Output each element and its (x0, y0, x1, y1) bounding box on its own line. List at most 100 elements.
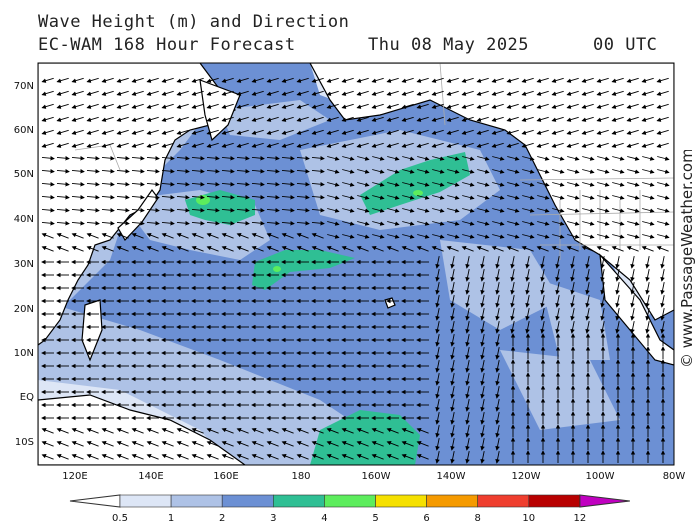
direction-arrow (567, 221, 580, 226)
direction-arrow (495, 308, 500, 321)
direction-arrow (432, 195, 445, 200)
direction-arrow (71, 169, 85, 174)
direction-arrow (41, 169, 55, 174)
direction-arrow (476, 90, 489, 96)
direction-arrow (221, 142, 234, 148)
direction-arrow (311, 90, 324, 96)
direction-arrow (371, 103, 384, 109)
direction-arrow (480, 334, 485, 347)
direction-arrow (492, 169, 505, 174)
direction-arrow (450, 269, 455, 282)
direction-arrow (131, 129, 144, 135)
direction-arrow (341, 103, 354, 109)
direction-arrow (522, 182, 535, 187)
direction-arrow (612, 169, 625, 174)
direction-arrow (326, 103, 339, 109)
lon-label: 120W (512, 471, 541, 482)
direction-arrow (510, 321, 515, 334)
direction-arrow (476, 142, 489, 148)
direction-arrow (477, 156, 490, 161)
lon-label: 140E (138, 471, 163, 482)
direction-arrow (630, 308, 635, 321)
direction-arrow (536, 77, 549, 83)
direction-arrow (581, 77, 594, 83)
direction-arrow (570, 256, 575, 269)
direction-arrow (146, 129, 159, 135)
direction-arrow (450, 334, 455, 347)
direction-arrow (161, 195, 175, 200)
direction-arrow (536, 129, 549, 135)
direction-arrow (450, 295, 455, 308)
direction-arrow (342, 182, 355, 187)
direction-arrow (435, 438, 440, 451)
direction-arrow (570, 282, 575, 295)
direction-arrow (341, 246, 354, 252)
direction-arrow (206, 182, 220, 187)
direction-arrow (656, 129, 669, 135)
direction-arrow (101, 103, 114, 109)
direction-arrow (266, 129, 279, 135)
direction-arrow (372, 169, 385, 174)
direction-arrow (191, 90, 204, 96)
direction-arrow (372, 182, 385, 187)
direction-arrow (146, 221, 160, 226)
direction-arrow (236, 116, 249, 122)
direction-arrow (236, 182, 250, 187)
direction-arrow (401, 441, 414, 447)
direction-arrow (341, 90, 354, 96)
direction-arrow (296, 90, 309, 96)
direction-arrow (371, 116, 384, 122)
direction-arrow (206, 454, 219, 460)
legend-label: 0.5 (112, 513, 128, 524)
direction-arrow (570, 308, 575, 321)
direction-arrow (236, 454, 249, 460)
direction-arrow (401, 116, 414, 122)
direction-arrow (611, 246, 624, 252)
direction-arrow (476, 77, 489, 83)
direction-arrow (401, 77, 414, 83)
direction-arrow (416, 454, 429, 460)
direction-arrow (507, 195, 520, 200)
direction-arrow (480, 399, 485, 412)
direction-arrow (432, 234, 445, 239)
direction-arrow (480, 412, 485, 425)
direction-arrow (611, 77, 624, 83)
direction-arrow (266, 221, 280, 226)
direction-arrow (506, 116, 519, 122)
direction-arrow (56, 103, 69, 109)
direction-arrow (71, 77, 84, 83)
direction-arrow (326, 90, 339, 96)
direction-arrow (341, 454, 354, 460)
direction-arrow (492, 234, 505, 239)
direction-arrow (491, 246, 504, 252)
direction-arrow (630, 269, 635, 282)
direction-arrow (431, 129, 444, 135)
direction-arrow (191, 142, 204, 148)
direction-arrow (432, 208, 445, 213)
direction-arrow (540, 321, 545, 334)
direction-arrow (86, 116, 99, 122)
direction-arrow (477, 182, 490, 187)
direction-arrow (581, 142, 594, 148)
direction-arrow (627, 221, 640, 226)
direction-arrow (116, 129, 129, 135)
direction-arrow (600, 269, 605, 282)
direction-arrow (626, 129, 639, 135)
direction-arrow (435, 308, 440, 321)
direction-arrow (342, 195, 355, 200)
direction-arrow (612, 156, 625, 161)
direction-arrow (116, 142, 129, 148)
direction-arrow (642, 182, 655, 187)
direction-arrow (492, 195, 505, 200)
direction-arrow (161, 90, 174, 96)
direction-arrow (221, 233, 234, 239)
direction-arrow (540, 308, 545, 321)
lon-label: 140W (437, 471, 466, 482)
direction-arrow (510, 282, 515, 295)
direction-arrow (656, 90, 669, 96)
wave-zone-3-4m (185, 152, 470, 465)
direction-arrow (435, 425, 440, 438)
direction-arrow (570, 321, 575, 334)
legend-label: 12 (574, 513, 587, 524)
direction-arrow (581, 103, 594, 109)
